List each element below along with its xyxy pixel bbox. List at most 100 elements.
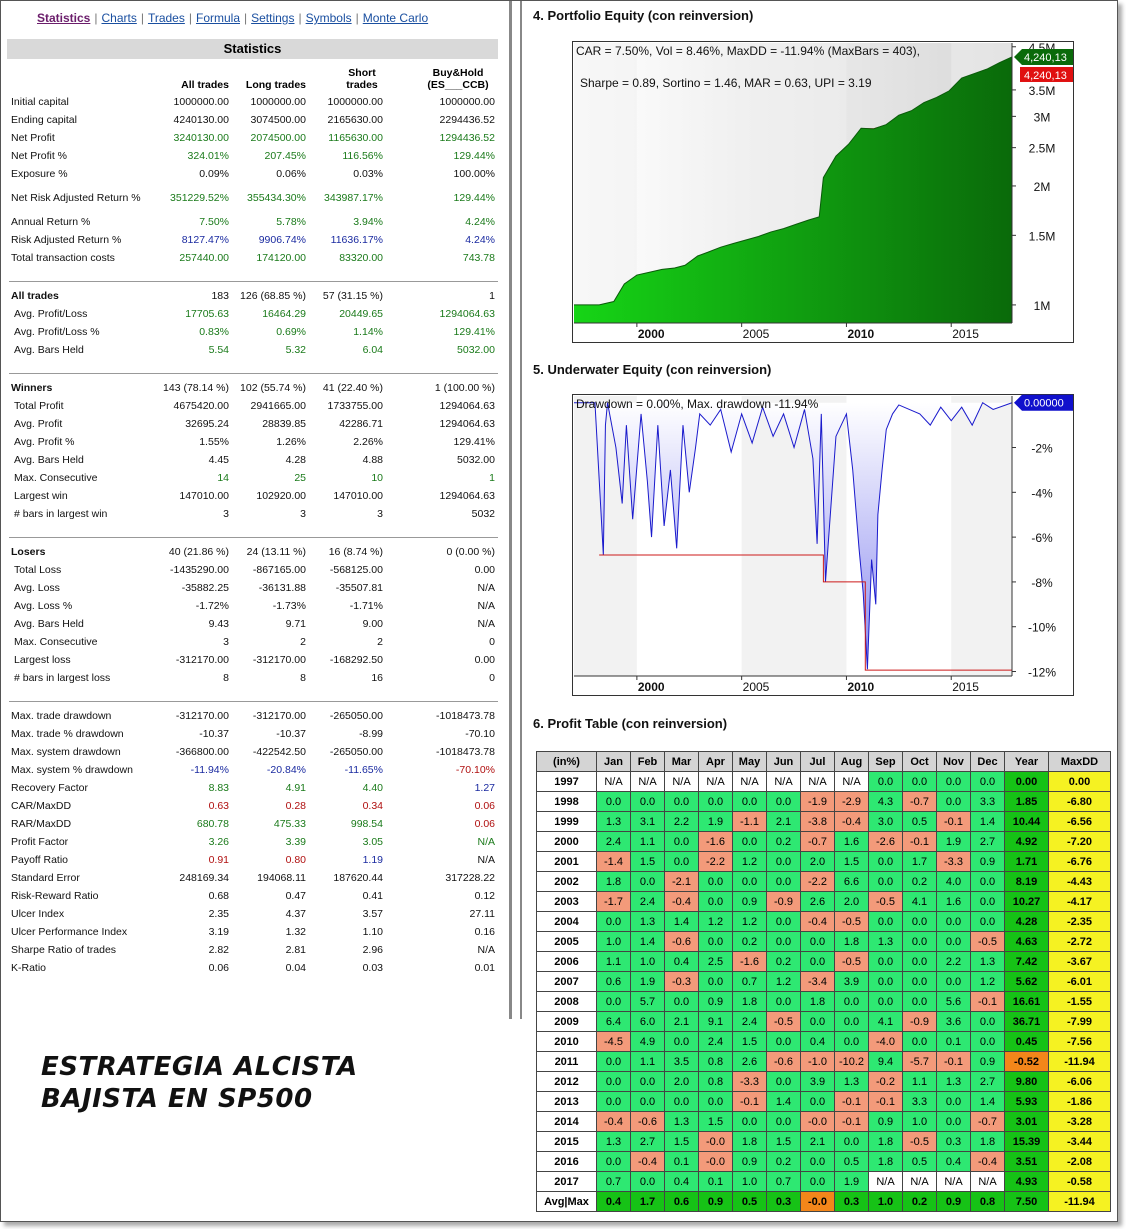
profit-table-cell: -0.1 [834, 1091, 869, 1112]
profit-table-cell: 0.0 [630, 871, 665, 892]
stats-value: -312170.00 [252, 710, 306, 722]
stats-row: # bars in largest win 3 3 3 5032 [9, 505, 498, 523]
profit-table-header: Aug [834, 751, 869, 772]
profit-table-cell: -0.5 [834, 911, 869, 932]
profit-table-cell: 1.9 [698, 811, 733, 832]
profit-table-year: 2000 [536, 831, 597, 852]
profit-table-header: Jun [766, 751, 801, 772]
profit-table-cell: 4.0 [936, 871, 971, 892]
profit-table-cell: 0.0 [834, 1011, 869, 1032]
profit-table-maxdd: -7.99 [1048, 1011, 1111, 1032]
profit-table-cell: -3.4 [800, 971, 835, 992]
profit-table-maxdd: -7.56 [1048, 1031, 1111, 1052]
profit-table-cell: 0.0 [630, 1091, 665, 1112]
profit-table-year-return: 3.01 [1004, 1111, 1049, 1132]
profit-table-cell: 0.8 [698, 1071, 733, 1092]
profit-table-cell: 0.0 [936, 1091, 971, 1112]
stats-value: 41 (22.40 %) [322, 382, 383, 394]
profit-table-year-return: 10.27 [1004, 891, 1049, 912]
profit-table-cell: 0.0 [732, 791, 767, 812]
stats-divider [9, 687, 498, 707]
profit-table-cell: N/A [630, 771, 665, 792]
profit-table-cell: -5.7 [902, 1051, 937, 1072]
nav-link-settings[interactable]: Settings [251, 11, 295, 25]
stats-value: 3.39 [285, 836, 306, 848]
stats-value: 5032.00 [457, 454, 495, 466]
nav-link-statistics[interactable]: Statistics [37, 11, 91, 25]
stats-value: 3240130.00 [173, 132, 229, 144]
stats-value: 1294064.63 [439, 490, 495, 502]
profit-table-cell: N/A [596, 771, 631, 792]
stats-value: 194068.11 [257, 872, 306, 884]
stats-row-label: Total Profit [14, 400, 64, 412]
profit-table-cell: 1.3 [868, 931, 903, 952]
stats-row-label: All trades [11, 290, 59, 302]
nav-link-formula[interactable]: Formula [195, 11, 240, 25]
stats-row: Total Loss -1435290.00 -867165.00 -568125.0… [9, 561, 498, 579]
profit-table-cell: -2.6 [868, 831, 903, 852]
stats-row-label: Net Risk Adjusted Return % [11, 192, 141, 204]
profit-table-maxdd: -1.86 [1048, 1091, 1111, 1112]
stats-row-label: Max. trade % drawdown [11, 728, 124, 740]
stats-row: Payoff Ratio 0.91 0.80 1.19 N/A [9, 851, 498, 869]
profit-table-cell: -0.1 [936, 811, 971, 832]
nav-link-monte-carlo[interactable]: Monte Carlo [362, 11, 429, 25]
profit-table-cell: -0.5 [834, 951, 869, 972]
profit-table-year-return: 7.42 [1004, 951, 1049, 972]
stats-row: RAR/MaxDD 680.78 475.33 998.54 0.06 [9, 815, 498, 833]
stats-divider [9, 523, 498, 543]
profit-table-year: 2002 [536, 871, 597, 892]
nav-separator: | [188, 11, 192, 25]
profit-table-row: 2002 1.8 0.0 -2.1 0.0 0.0 0.0 -2.2 6.6 0.0 0.2 4.0 0… [536, 871, 1111, 892]
last-value-badge [1014, 48, 1073, 65]
profit-table-cell: 3.1 [630, 811, 665, 832]
profit-table-row: 2012 0.0 0.0 2.0 0.8 -3.3 0.0 3.9 1.3 -0.2 1.1 1.3 2… [536, 1071, 1111, 1092]
profit-table-cell: 1.1 [630, 1051, 665, 1072]
stats-value: 0.06% [276, 168, 306, 180]
profit-table-cell: -0.9 [902, 1011, 937, 1032]
stats-value: 1 [489, 290, 495, 302]
profit-table-cell: 0.2 [766, 1151, 801, 1172]
stats-row-label: Losers [11, 546, 46, 558]
equity-line [574, 56, 1013, 306]
profit-table-header: May [732, 751, 767, 772]
profit-table-cell: 0.7 [732, 971, 767, 992]
stats-value: N/A [477, 600, 495, 612]
profit-table-cell: 1.2 [732, 911, 767, 932]
profit-table-cell: -0.1 [868, 1091, 903, 1112]
stats-value: 57 (31.15 %) [322, 290, 383, 302]
profit-table-cell: 0.0 [766, 931, 801, 952]
profit-table-year-return: 8.19 [1004, 871, 1049, 892]
profit-table-cell: 2.4 [732, 1011, 767, 1032]
profit-table-row: 2007 0.6 1.9 -0.3 0.0 0.7 1.2 -3.4 3.9 0.0 0.0 0.0 1… [536, 971, 1111, 992]
profit-table-cell: -0.1 [834, 1111, 869, 1132]
panel-divider-right [520, 1, 522, 1019]
profit-table-cell: 1.0 [596, 931, 631, 952]
profit-table-cell: 1.3 [630, 911, 665, 932]
stats-row: Avg. Profit/Loss 17705.63 16464.29 20449.65… [9, 305, 498, 323]
stats-row: Largest win 147010.00 102920.00 147010.00 12… [9, 487, 498, 505]
x-tick-label: 2010 [847, 327, 874, 341]
profit-table-cell: 0.0 [834, 1131, 869, 1152]
stats-value: 8127.47% [181, 234, 229, 246]
stats-value: 4.37 [285, 908, 306, 920]
x-tick-label: 2000 [638, 680, 665, 694]
profit-table-cell: 1.0 [868, 1191, 903, 1212]
stats-row: Sharpe Ratio of trades 2.82 2.81 2.96 N/A [9, 941, 498, 959]
nav-link-trades[interactable]: Trades [147, 11, 185, 25]
profit-table-cell: 0.0 [970, 871, 1005, 892]
nav-separator: | [298, 11, 302, 25]
stats-value: 32695.24 [185, 418, 229, 430]
nav-link-charts[interactable]: Charts [101, 11, 137, 25]
stats-value: 475.33 [273, 818, 306, 830]
profit-table-cell: -3.3 [732, 1071, 767, 1092]
nav-link-symbols[interactable]: Symbols [305, 11, 352, 25]
profit-table-year-return: 4.93 [1004, 1171, 1049, 1192]
profit-table-year-return: 5.93 [1004, 1091, 1049, 1112]
stats-row-label: Risk Adjusted Return % [11, 234, 122, 246]
profit-table-row: 2017 0.7 0.0 0.4 0.1 1.0 0.7 0.0 1.9 N/A N/A N/A N/A… [536, 1171, 1111, 1192]
stats-value: 8 [300, 672, 306, 684]
stats-value: 0.83% [199, 326, 229, 338]
profit-table-maxdd: -4.17 [1048, 891, 1111, 912]
profit-table-cell: -0.0 [698, 1151, 733, 1172]
